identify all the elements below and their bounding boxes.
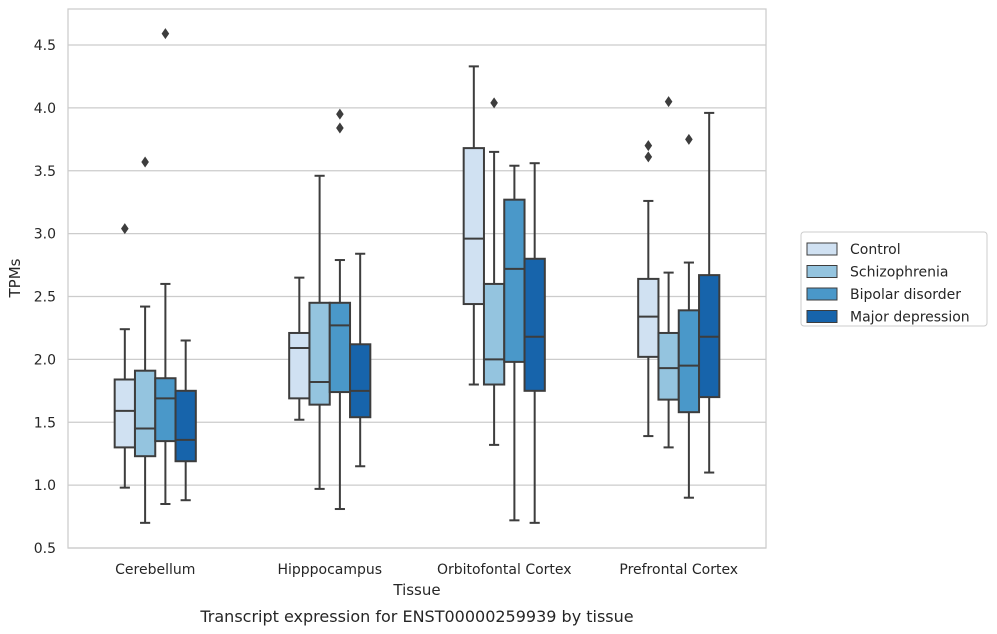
x-tick-label: Orbitofontal Cortex	[437, 562, 572, 578]
outlier-point	[490, 97, 498, 109]
outlier-point	[644, 140, 653, 152]
legend-label: Control	[850, 242, 901, 258]
y-tick-label: 2.0	[34, 352, 56, 368]
legend-label: Major depression	[850, 310, 970, 326]
legend-item: Schizophrenia	[806, 265, 948, 281]
box	[308, 174, 331, 490]
box-body	[133, 369, 157, 458]
y-tick-label: 3.0	[34, 227, 56, 243]
legend-swatch	[806, 242, 838, 256]
outlier-point	[685, 133, 693, 145]
x-axis-ticks: Cerebellum Hipppocampus Orbitofontal Corte…	[115, 562, 738, 578]
box	[288, 276, 311, 421]
box	[657, 96, 680, 449]
box-body	[328, 301, 352, 394]
legend-swatch	[806, 310, 838, 323]
y-axis-ticks: 0.5 1.0 1.5 2.0 2.5 3.0 3.5 4.0 4.5	[34, 38, 56, 557]
box	[113, 223, 136, 489]
box-body	[657, 331, 680, 401]
box-body	[503, 198, 526, 363]
y-tick-label: 2.5	[34, 290, 56, 306]
box-body	[349, 343, 372, 419]
figure-caption: Transcript expression for ENST0000025993…	[199, 607, 633, 626]
box-body	[482, 282, 506, 386]
box	[523, 162, 546, 524]
box	[698, 111, 721, 474]
box-body	[154, 377, 177, 443]
box-body	[174, 389, 197, 463]
y-tick-label: 4.0	[34, 101, 56, 117]
box	[154, 28, 177, 505]
category-group	[288, 108, 372, 511]
outlier-point	[161, 28, 170, 40]
box	[174, 339, 197, 502]
box-body	[113, 378, 136, 449]
box-body	[637, 277, 660, 358]
box	[637, 140, 660, 438]
x-tick-label: Prefrontal Cortex	[619, 562, 738, 578]
y-tick-label: 4.5	[34, 38, 56, 54]
y-tick-label: 0.5	[34, 541, 56, 557]
legend: Control Schizophrenia Bipolar disorder Majo…	[800, 231, 988, 327]
y-tick-label: 1.5	[34, 415, 56, 431]
x-tick-label: Cerebellum	[115, 562, 195, 578]
legend-frame	[800, 231, 988, 327]
x-axis-label: Tissue	[392, 581, 440, 599]
box-body	[308, 301, 331, 406]
x-tick-label: Hipppocampus	[277, 562, 382, 578]
outlier-point	[121, 223, 129, 235]
box-body	[677, 309, 701, 414]
legend-item: Control	[806, 242, 901, 258]
box-body	[462, 147, 485, 306]
box	[503, 164, 526, 522]
y-axis-label: TPMs	[6, 258, 24, 298]
gridlines	[68, 44, 766, 549]
outlier-point	[664, 96, 673, 108]
legend-swatch	[806, 265, 838, 278]
category-group	[637, 96, 721, 499]
outlier-point	[336, 122, 344, 134]
box-groups	[113, 28, 721, 524]
legend-item: Bipolar disorder	[806, 287, 961, 303]
legend-item: Major depression	[806, 310, 970, 326]
legend-label: Schizophrenia	[850, 265, 948, 281]
category-group	[113, 28, 197, 524]
plot-frame	[67, 8, 767, 549]
outlier-point	[336, 108, 344, 120]
box	[677, 133, 701, 499]
category-group	[462, 65, 546, 524]
outlier-point	[141, 156, 149, 168]
y-tick-label: 1.0	[34, 478, 56, 494]
y-tick-label: 3.5	[34, 164, 56, 180]
legend-label: Bipolar disorder	[850, 287, 961, 303]
box	[482, 97, 506, 446]
outlier-point	[644, 151, 653, 163]
box-body	[288, 331, 311, 400]
box	[349, 252, 372, 468]
box	[133, 156, 157, 524]
box-body	[523, 257, 546, 392]
box	[462, 65, 485, 386]
legend-swatch	[806, 287, 838, 301]
box	[328, 108, 352, 511]
